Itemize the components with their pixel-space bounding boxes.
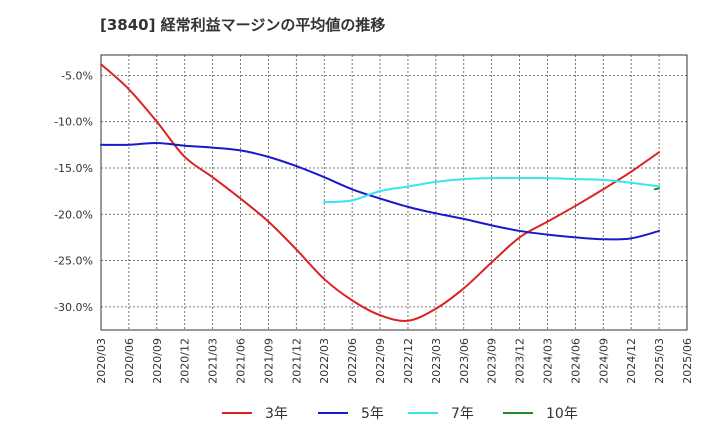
y-tick-label: -15.0% xyxy=(54,162,93,175)
y-tick-label: -30.0% xyxy=(54,301,93,314)
y-tick-label: -5.0% xyxy=(61,69,93,82)
x-tick-label: 2024/09 xyxy=(597,338,610,384)
x-tick-label: 2020/06 xyxy=(123,338,136,384)
series-line-0 xyxy=(100,63,661,322)
x-tick-label: 2021/06 xyxy=(235,338,248,384)
y-tick-label: -20.0% xyxy=(54,208,93,221)
x-tick-label: 2022/03 xyxy=(318,338,331,384)
x-tick-label: 2022/09 xyxy=(374,338,387,384)
x-tick-label: 2023/06 xyxy=(458,338,471,384)
legend-label: 10年 xyxy=(546,406,578,422)
x-tick-label: 2024/06 xyxy=(569,338,582,384)
x-tick-label: 2022/12 xyxy=(402,338,415,384)
series-line-3 xyxy=(653,187,661,191)
legend-label: 3年 xyxy=(265,406,288,422)
chart-title: [3840] 経常利益マージンの平均値の推移 xyxy=(100,16,385,34)
x-tick-label: 2025/03 xyxy=(653,338,666,384)
x-tick-label: 2021/09 xyxy=(262,338,275,384)
x-tick-label: 2021/03 xyxy=(207,338,220,384)
legend: 3年 5年 7年 10年 xyxy=(222,406,578,422)
x-tick-label: 2021/12 xyxy=(290,338,303,384)
series-lines xyxy=(100,63,661,322)
series-line-2 xyxy=(323,177,661,204)
x-tick-label: 2023/12 xyxy=(514,338,527,384)
series-line-1 xyxy=(100,141,661,241)
x-axis-ticks: 2020/03 2020/06 2020/09 2020/12 2021/03 2021/… xyxy=(95,338,694,384)
legend-label: 7年 xyxy=(451,406,474,422)
x-tick-label: 2023/09 xyxy=(486,338,499,384)
x-tick-label: 2020/09 xyxy=(151,338,164,384)
plot-frame xyxy=(100,54,688,331)
legend-label: 5年 xyxy=(361,406,384,422)
x-tick-label: 2020/03 xyxy=(95,338,108,384)
x-tick-label: 2024/12 xyxy=(625,338,638,384)
grid xyxy=(101,55,687,330)
y-axis-ticks: -5.0% -10.0% -15.0% -20.0% -25.0% -30.0% xyxy=(54,69,93,313)
x-tick-label: 2023/03 xyxy=(430,338,443,384)
y-tick-label: -25.0% xyxy=(54,255,93,268)
x-tick-label: 2025/06 xyxy=(681,338,694,384)
x-tick-label: 2024/03 xyxy=(541,338,554,384)
x-tick-label: 2022/06 xyxy=(346,338,359,384)
y-tick-label: -10.0% xyxy=(54,116,93,129)
x-tick-label: 2020/12 xyxy=(179,338,192,384)
